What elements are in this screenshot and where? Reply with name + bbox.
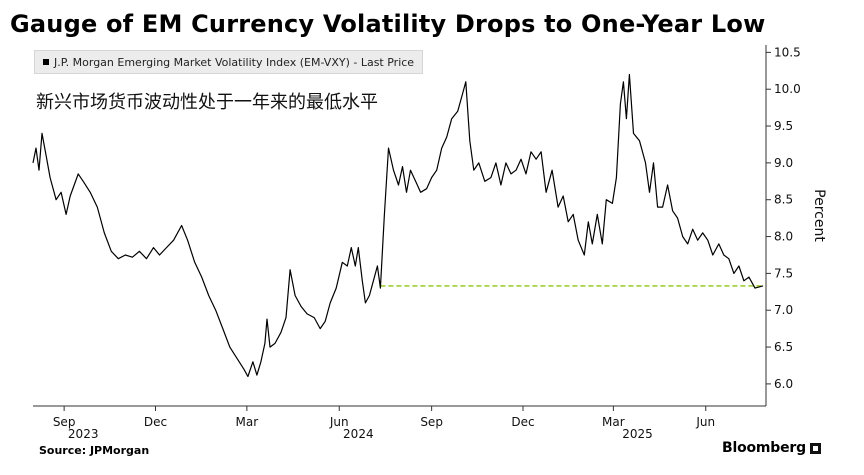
y-tick-label: 7.0 xyxy=(774,303,793,317)
x-year-label: 2023 xyxy=(68,427,99,441)
x-tick-label: Dec xyxy=(144,415,167,429)
x-tick-label: Sep xyxy=(420,415,443,429)
x-tick-label: Jun xyxy=(695,415,715,429)
x-year-label: 2025 xyxy=(622,427,653,441)
chart-annotation: 新兴市场货币波动性处于一年来的最低水平 xyxy=(36,92,378,113)
y-axis-title: Percent xyxy=(811,189,827,242)
legend: J.P. Morgan Emerging Market Volatility I… xyxy=(34,50,424,74)
y-tick-label: 9.5 xyxy=(774,119,793,133)
legend-label: J.P. Morgan Emerging Market Volatility I… xyxy=(54,55,415,69)
bloomberg-terminal-icon xyxy=(809,442,821,454)
brand-name: Bloomberg xyxy=(722,440,806,456)
y-tick-label: 8.5 xyxy=(774,193,793,207)
legend-square-icon xyxy=(43,59,49,65)
y-tick-label: 6.5 xyxy=(774,340,793,354)
source-note: Source: JPMorgan xyxy=(39,444,150,457)
x-tick-label: Mar xyxy=(602,415,625,429)
chart-title: Gauge of EM Currency Volatility Drops to… xyxy=(10,10,766,38)
x-tick-label: Mar xyxy=(236,415,259,429)
y-tick-label: 9.0 xyxy=(774,156,793,170)
series-line xyxy=(32,73,764,378)
bloomberg-logo: Bloomberg xyxy=(722,440,821,456)
x-tick-label: Sep xyxy=(53,415,76,429)
x-year-label: 2024 xyxy=(343,427,374,441)
y-tick-label: 10.0 xyxy=(774,82,801,96)
x-tick-label: Jun xyxy=(329,415,349,429)
y-tick-label: 10.5 xyxy=(774,45,801,59)
y-tick-label: 6.0 xyxy=(774,377,793,391)
y-tick-label: 7.5 xyxy=(774,266,793,280)
x-tick-label: Dec xyxy=(511,415,534,429)
y-tick-label: 8.0 xyxy=(774,230,793,244)
